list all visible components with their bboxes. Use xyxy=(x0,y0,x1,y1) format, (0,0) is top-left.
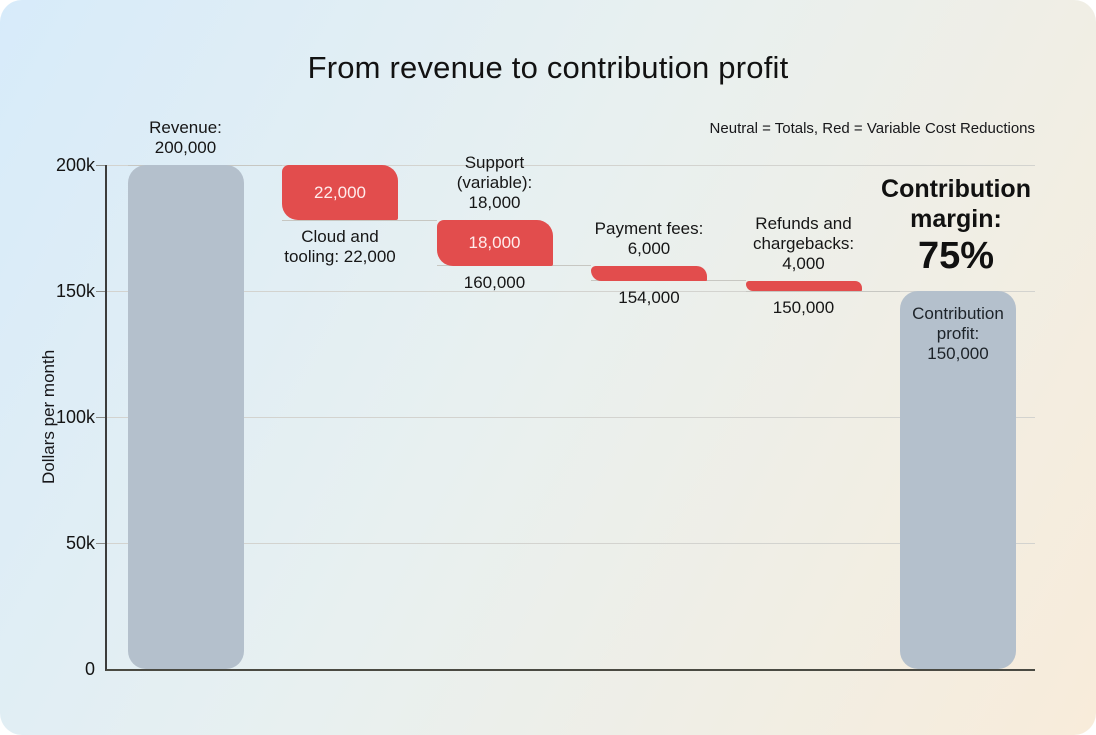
bar-refunds-and-chargebacks xyxy=(745,280,862,291)
tick-label-0: 0 xyxy=(84,659,95,679)
gridline-150k xyxy=(107,290,1035,292)
bar-contribution-profit xyxy=(900,291,1016,669)
gridline-50k xyxy=(107,542,1035,544)
contribution-margin-annotation: Contribution margin: 75% xyxy=(858,174,1054,278)
bar-cloud-and-tooling xyxy=(282,165,398,221)
chart-title: From revenue to contribution profit xyxy=(307,50,789,85)
contribution-margin-label: Contribution margin: xyxy=(881,175,1031,233)
tick-label-200k: 200k xyxy=(55,155,95,175)
label-inside-cloud-and-tooling: 22,000 xyxy=(314,183,366,202)
legend-note: Neutral = Totals, Red = Variable Cost Re… xyxy=(709,120,1035,137)
connector-refunds-and-chargebacks xyxy=(745,290,900,292)
label-below-cloud-and-tooling: Cloud and tooling: 22,000 xyxy=(284,227,396,267)
tick-50k xyxy=(96,542,105,544)
tick-100k xyxy=(96,416,105,418)
label-below-support-variable: 160,000 xyxy=(463,272,526,292)
tick-label-100k: 100k xyxy=(55,407,95,427)
label-below-refunds-and-chargebacks: 150,000 xyxy=(772,298,835,317)
connector-cloud-and-tooling xyxy=(282,219,437,221)
connector-payment-fees xyxy=(591,280,746,282)
bar-payment-fees xyxy=(591,265,707,281)
label-below-payment-fees: 154,000 xyxy=(618,287,680,307)
plot-area: 0 50k 100k 150k 200k Revenue: 200,000 Cloud an… xyxy=(56,118,1035,679)
label-above-refunds-and-chargebacks: Refunds and chargebacks: 4,000 xyxy=(752,213,855,273)
label-above-revenue: Revenue: 200,000 xyxy=(149,118,222,157)
tick-label-150k: 150k xyxy=(55,281,95,301)
bar-support-variable xyxy=(436,220,553,266)
label-above-support-variable: Support (variable): 18,000 xyxy=(456,153,533,213)
connector-support-variable xyxy=(436,265,591,267)
label-inside-contribution-profit: Contribution profit: 150,000 xyxy=(912,304,1004,363)
label-inside-support-variable: 18,000 xyxy=(468,233,521,253)
contribution-margin-value: 75% xyxy=(917,235,995,277)
label-above-payment-fees: Payment fees: 6,000 xyxy=(594,218,704,258)
gridline-200k xyxy=(107,164,1035,166)
tick-label-50k: 50k xyxy=(65,533,95,553)
tick-150k xyxy=(96,290,105,292)
tick-200k xyxy=(96,164,105,166)
bar-revenue xyxy=(127,165,244,669)
gridline-100k xyxy=(107,416,1035,418)
